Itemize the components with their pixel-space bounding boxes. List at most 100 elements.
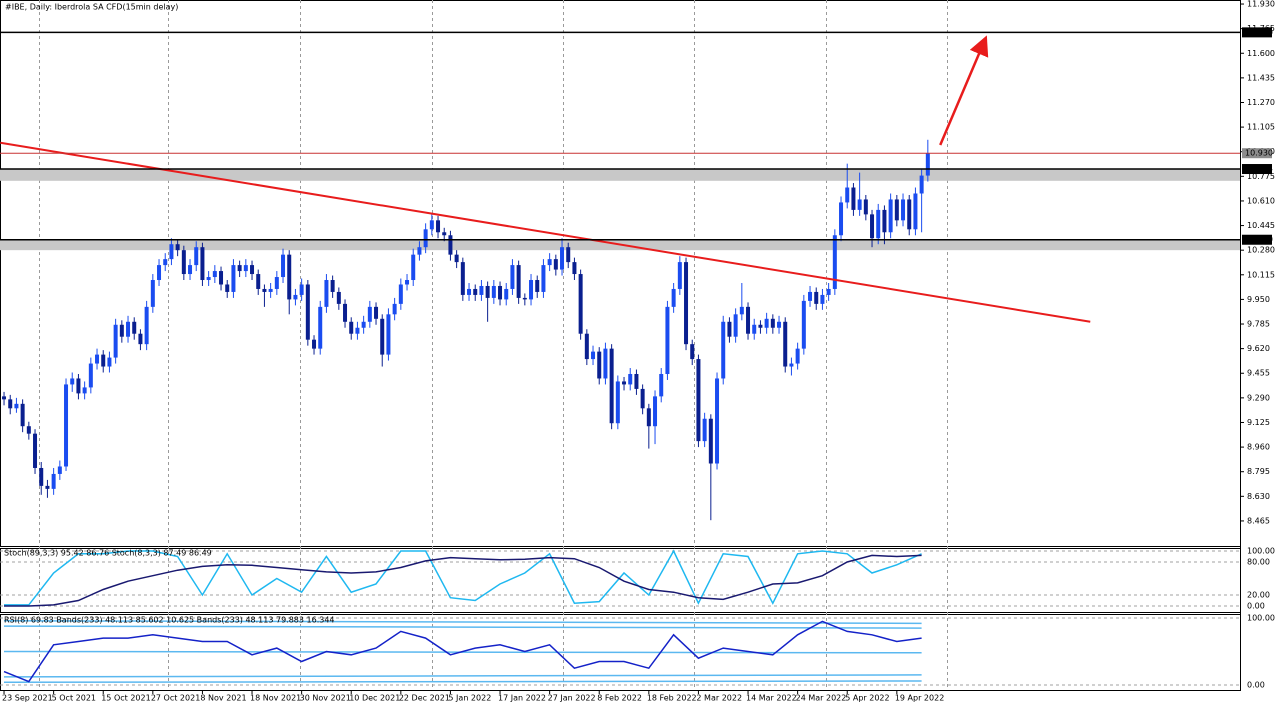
candle-body: [51, 473, 56, 489]
x-tick-label: 15 Oct 2021: [101, 694, 150, 703]
y-tick-label: 9.620: [1247, 344, 1270, 353]
candle-body: [26, 426, 31, 434]
candle-body: [231, 265, 236, 292]
candle-body: [2, 396, 7, 400]
candle-body: [690, 344, 695, 360]
level-box: [1242, 234, 1272, 245]
candle-body: [504, 288, 509, 300]
candle-body: [150, 280, 155, 307]
candle-body: [522, 297, 527, 300]
indicator-line: [3, 619, 922, 625]
y-tick-label: 11.270: [1247, 98, 1275, 107]
candle-body: [336, 291, 341, 304]
candle-body: [442, 232, 447, 236]
candle-body: [423, 229, 428, 248]
candle-body: [274, 277, 279, 289]
candle-body: [349, 321, 354, 334]
y-tick-label: 10.280: [1247, 246, 1275, 255]
candle-body: [219, 271, 224, 285]
candle-body: [330, 280, 335, 292]
y-tick-label: 10.775: [1247, 172, 1275, 181]
level-label: 10.824: [1245, 165, 1273, 174]
candle-body: [243, 265, 248, 272]
y-tick-label: 11.930: [1247, 0, 1275, 9]
candle-body: [764, 318, 769, 328]
x-tick-label: 24 Mar 2022: [796, 694, 847, 703]
y-tick-label: 8.960: [1247, 443, 1270, 452]
candle-body: [318, 306, 323, 349]
level-label: 10.930: [1245, 149, 1273, 158]
candle-body: [361, 321, 366, 328]
candle-body: [591, 351, 596, 360]
candle-body: [820, 294, 825, 304]
level-label: 11.740: [1245, 28, 1273, 37]
candle-body: [45, 485, 50, 489]
candle-body: [405, 280, 410, 285]
candle-body: [175, 244, 180, 251]
candle-body: [659, 373, 664, 397]
candle-body: [392, 303, 397, 315]
candle-body: [839, 202, 844, 236]
y-tick-label: 10.610: [1247, 196, 1275, 205]
candle-body: [107, 357, 112, 367]
candle-body: [560, 247, 565, 270]
candle-body: [907, 199, 912, 230]
candle-body: [832, 235, 837, 289]
y-tick-label: 100.00: [1247, 614, 1275, 623]
candle-body: [200, 247, 205, 281]
candle-body: [305, 284, 310, 340]
candle-body: [491, 285, 496, 298]
x-tick-label: 10 Dec 2021: [349, 694, 400, 703]
candle-body: [919, 175, 924, 194]
candle-body: [262, 288, 267, 292]
candle-body: [194, 247, 199, 266]
y-tick-label: 8.795: [1247, 467, 1270, 476]
candle-body: [181, 250, 186, 275]
candle-body: [287, 254, 292, 300]
candle-body: [324, 280, 329, 307]
x-tick-label: 23 Sep 2021: [2, 694, 53, 703]
candle-body: [237, 265, 242, 272]
candle-body: [808, 291, 813, 301]
candle-body: [677, 262, 682, 289]
candle-body: [355, 327, 360, 334]
candle-body: [20, 403, 25, 427]
candle-body: [603, 348, 608, 379]
candle-body: [547, 259, 552, 266]
candle-body: [225, 284, 230, 292]
candle-body: [770, 318, 775, 328]
candle-body: [429, 220, 434, 230]
candle-body: [157, 265, 162, 281]
candle-body: [88, 363, 93, 388]
x-tick-label: 14 Mar 2022: [746, 694, 797, 703]
candle-body: [615, 381, 620, 424]
candle-body: [708, 418, 713, 464]
y-tick-label: 11.105: [1247, 123, 1275, 132]
candle-body: [795, 348, 800, 364]
candle-body: [132, 321, 137, 334]
candle-body: [485, 285, 490, 298]
candle-body: [876, 209, 881, 239]
candle-body: [845, 187, 850, 203]
candle-body: [814, 291, 819, 304]
y-tick-label: 9.125: [1247, 418, 1270, 427]
candle-body: [448, 235, 453, 255]
y-tick-label: 100.00: [1247, 547, 1275, 556]
candle-body: [374, 306, 379, 319]
candle-body: [312, 339, 317, 349]
candle-body: [901, 199, 906, 221]
candle-body: [479, 285, 484, 295]
candle-body: [684, 262, 689, 345]
y-tick-label: 10.445: [1247, 221, 1275, 230]
candle-body: [467, 288, 472, 295]
candle-body: [870, 214, 875, 239]
candle-body: [293, 294, 298, 300]
candle-body: [144, 306, 149, 345]
candle-body: [566, 247, 571, 263]
level-box: [1242, 148, 1272, 159]
candle-body: [417, 247, 422, 255]
candle-body: [894, 199, 899, 221]
y-tick-label: 9.950: [1247, 295, 1270, 304]
candle-body: [801, 300, 806, 349]
